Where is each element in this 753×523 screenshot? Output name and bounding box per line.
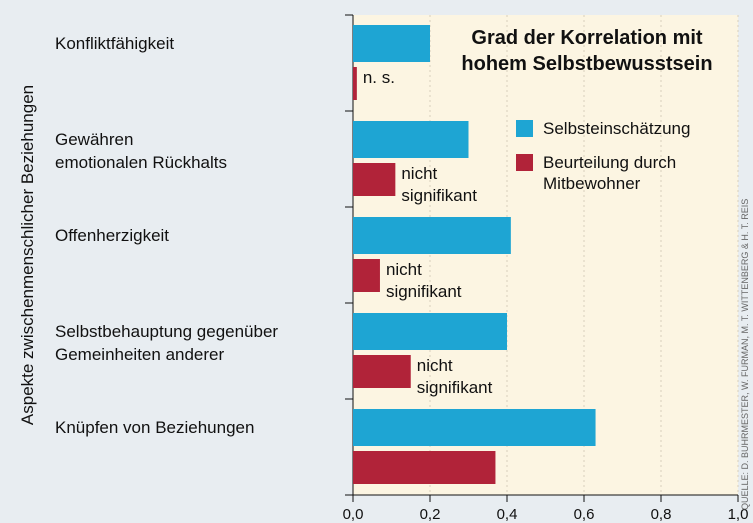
bar-note-line: nicht <box>401 164 437 183</box>
bar <box>353 217 511 254</box>
x-tick-label: 0,0 <box>343 506 364 523</box>
bar-note-line: signifikant <box>417 378 493 397</box>
bar-note-line: signifikant <box>386 282 462 301</box>
bar-note-line: nicht <box>386 260 422 279</box>
bar-note-line: signifikant <box>401 186 477 205</box>
bar-note: nicht signifikant <box>417 356 493 397</box>
legend-swatch <box>516 120 533 137</box>
x-tick-label: 1,0 <box>728 506 749 523</box>
bar <box>353 409 596 446</box>
y-axis-label: Aspekte zwischenmenschlicher Beziehungen <box>18 85 37 425</box>
bar <box>353 121 469 158</box>
x-tick-label: 0,2 <box>420 506 441 523</box>
bar <box>353 163 396 196</box>
chart-title: Grad der Korrelation mit hohem Selbstbewu… <box>461 27 712 75</box>
x-tick-label: 0,4 <box>497 506 518 523</box>
category-label: Knüpfen von Beziehungen <box>55 418 254 437</box>
bar-note-line: n. s. <box>363 68 395 87</box>
bar <box>353 67 357 100</box>
category-label-line: Offenherzigkeit <box>55 226 169 245</box>
category-label-line: emotionalen Rückhalts <box>55 153 227 172</box>
x-tick-label: 0,8 <box>651 506 672 523</box>
bar <box>353 355 411 388</box>
legend-label-line: Mitbewohner <box>543 174 641 193</box>
chart-title-line: hohem Selbstbewusstsein <box>461 53 712 75</box>
x-tick-label: 0,6 <box>574 506 595 523</box>
category-label: Selbstbehauptung gegenüber Gemeinheiten a… <box>55 322 278 364</box>
bar-note: nicht signifikant <box>401 164 477 205</box>
category-label: Gewähren emotionalen Rückhalts <box>55 130 227 172</box>
legend-label: Beurteilung durch Mitbewohner <box>543 153 676 193</box>
category-label-line: Knüpfen von Beziehungen <box>55 418 254 437</box>
category-label-line: Gemeinheiten anderer <box>55 345 225 364</box>
legend-label-line: Selbsteinschätzung <box>543 119 690 138</box>
legend-label-line: Beurteilung durch <box>543 153 676 172</box>
bar-note: nicht signifikant <box>386 260 462 301</box>
category-label-line: Gewähren <box>55 130 133 149</box>
credit: QUELLE: D. BUHRMESTER, W. FURMAN, M. T. … <box>740 199 750 510</box>
category-label: Offenherzigkeit <box>55 226 169 245</box>
bar <box>353 313 507 350</box>
bar <box>353 259 380 292</box>
bar <box>353 25 430 62</box>
bar <box>353 451 496 484</box>
category-label: Konfliktfähigkeit <box>55 34 174 53</box>
legend-label: Selbsteinschätzung <box>543 119 690 138</box>
legend-swatch <box>516 154 533 171</box>
chart-title-line: Grad der Korrelation mit <box>471 27 702 49</box>
bar-note: n. s. <box>363 68 395 87</box>
category-label-line: Konfliktfähigkeit <box>55 34 174 53</box>
bar-note-line: nicht <box>417 356 453 375</box>
category-label-line: Selbstbehauptung gegenüber <box>55 322 278 341</box>
